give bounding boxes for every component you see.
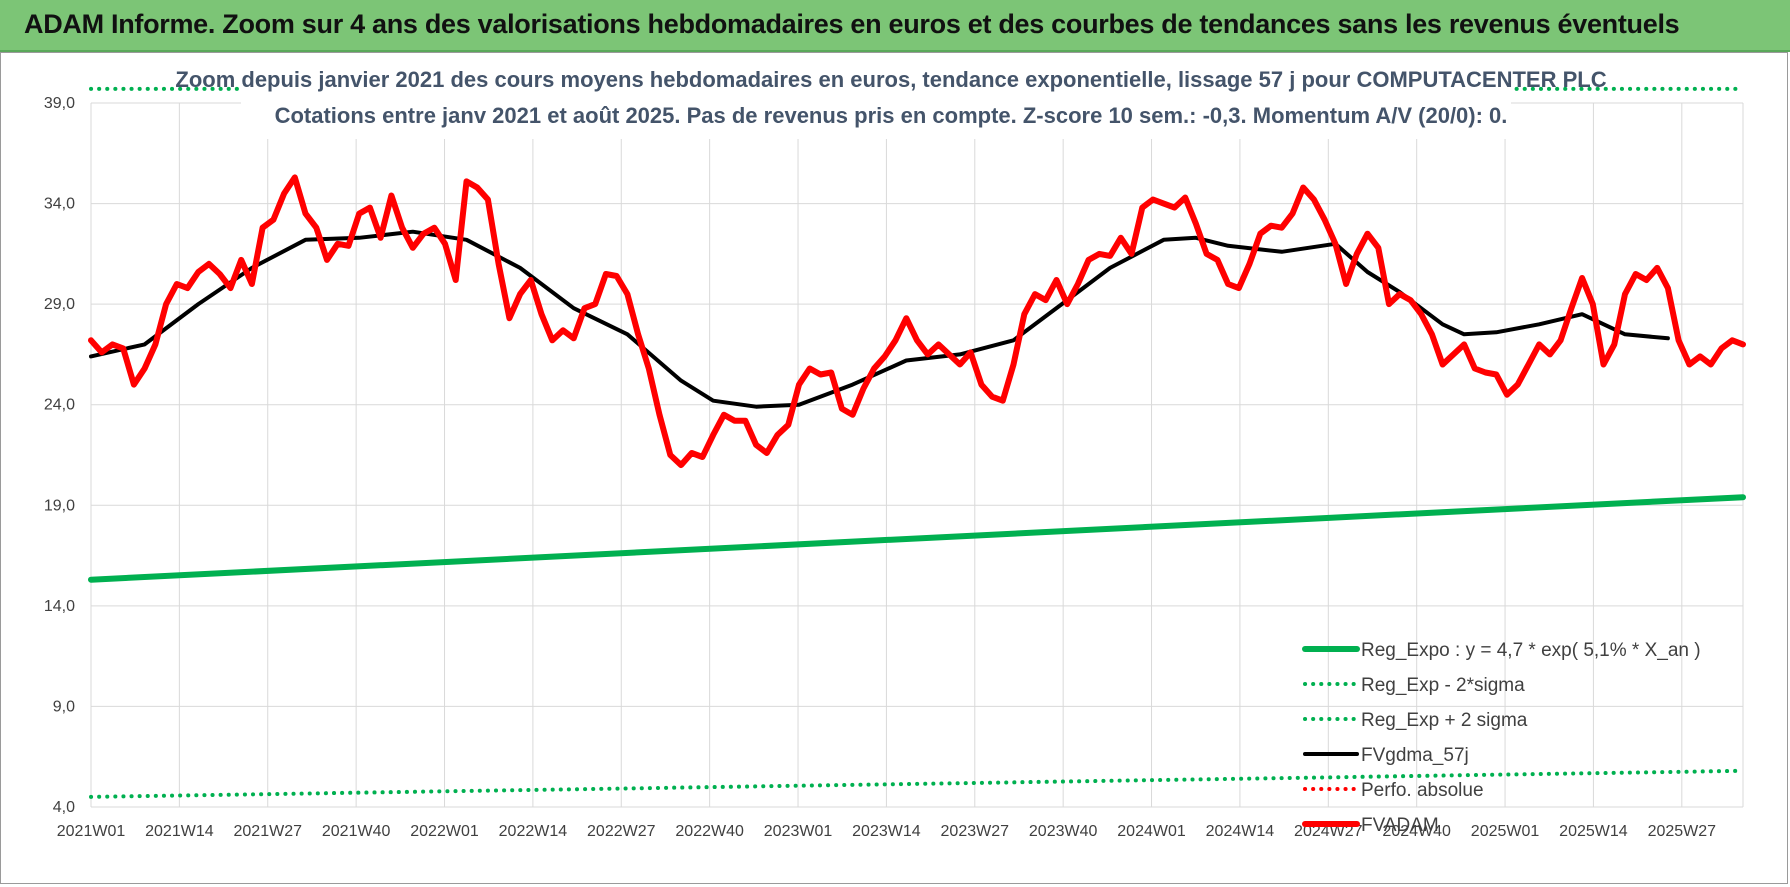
x-tick-label: 2022W40 bbox=[675, 823, 744, 840]
x-tick-label: 2025W27 bbox=[1648, 823, 1717, 840]
y-tick-label: 4,0 bbox=[53, 799, 75, 816]
reg-exp-minus-2sigma-line bbox=[89, 768, 1745, 799]
x-tick-label: 2024W14 bbox=[1206, 823, 1275, 840]
x-tick-label: 2021W01 bbox=[57, 823, 126, 840]
report-title: ADAM Informe. Zoom sur 4 ans des valoris… bbox=[24, 9, 1680, 39]
chart-canvas: 4,09,014,019,024,029,034,039,0 2021W01 20… bbox=[44, 59, 1746, 840]
report-banner: ADAM Informe. Zoom sur 4 ans des valoris… bbox=[0, 0, 1790, 52]
x-tick-label: 2024W27 bbox=[1294, 823, 1363, 840]
x-tick-label: 2022W27 bbox=[587, 823, 656, 840]
chart-frame: 4,0 9,0 14,0 19,0 24,0 29,0 34,0 39,0 2021W01 20… bbox=[0, 52, 1788, 884]
fvgdma-57j-line bbox=[89, 229, 1670, 409]
y-tick-label: 14,0 bbox=[44, 598, 75, 615]
x-tick-label: 2021W14 bbox=[145, 823, 214, 840]
fvadam-line bbox=[88, 174, 1746, 469]
legend-label: Reg_Exp + 2 sigma bbox=[1361, 710, 1528, 731]
grid-lines bbox=[90, 102, 1744, 808]
legend-label: Perfo. absolue bbox=[1361, 780, 1484, 801]
x-tick-label: 2022W01 bbox=[410, 823, 479, 840]
x-tick-label: 2025W14 bbox=[1559, 823, 1628, 840]
subtitle-background bbox=[241, 59, 1511, 139]
x-axis: 2021W01 2021W14 2021W27 2021W40 2022W01 2022W… bbox=[57, 823, 1716, 840]
x-tick-label: 2023W40 bbox=[1029, 823, 1098, 840]
x-tick-label: 2023W14 bbox=[852, 823, 921, 840]
y-axis: 4,0 9,0 14,0 19,0 24,0 29,0 34,0 39,0 bbox=[44, 95, 75, 816]
x-tick-label: 2023W01 bbox=[764, 823, 833, 840]
x-tick-label: 2023W27 bbox=[941, 823, 1010, 840]
x-tick-label: 2021W40 bbox=[322, 823, 391, 840]
y-tick-label: 39,0 bbox=[44, 95, 75, 112]
y-tick-label: 24,0 bbox=[44, 397, 75, 414]
x-tick-label: 2024W40 bbox=[1382, 823, 1451, 840]
legend-label: FVgdma_57j bbox=[1361, 745, 1469, 766]
reg-expo-line bbox=[88, 494, 1746, 583]
y-tick-label: 9,0 bbox=[53, 698, 75, 715]
legend-label: FVADAM bbox=[1361, 815, 1439, 836]
y-tick-label: 29,0 bbox=[44, 296, 75, 313]
legend: Reg_Expo : y = 4,7 * exp( 5,1% * X_an ) R… bbox=[1302, 640, 1701, 836]
chart-subtitle-line2: Cotations entre janv 2021 et août 2025. … bbox=[275, 103, 1508, 128]
x-tick-label: 2024W01 bbox=[1117, 823, 1186, 840]
legend-label: Reg_Expo : y = 4,7 * exp( 5,1% * X_an ) bbox=[1361, 640, 1701, 661]
legend-label: Reg_Exp - 2*sigma bbox=[1361, 675, 1525, 696]
y-tick-label: 34,0 bbox=[44, 196, 75, 213]
chart-subtitle-line1: Zoom depuis janvier 2021 des cours moyen… bbox=[175, 67, 1606, 92]
x-tick-label: 2021W27 bbox=[234, 823, 303, 840]
x-tick-label: 2022W14 bbox=[499, 823, 568, 840]
x-tick-label: 2025W01 bbox=[1471, 823, 1540, 840]
y-tick-label: 19,0 bbox=[44, 497, 75, 514]
